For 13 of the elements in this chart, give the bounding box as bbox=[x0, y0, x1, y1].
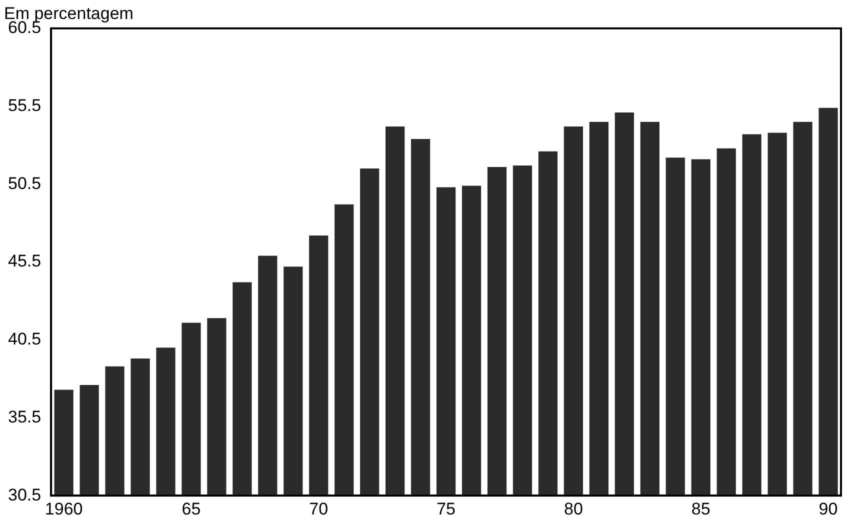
y-tick-label: 30.5 bbox=[8, 485, 42, 504]
x-tick-label: 65 bbox=[182, 499, 201, 518]
x-tick-label: 75 bbox=[436, 499, 456, 518]
y-tick-label: 40.5 bbox=[8, 330, 42, 349]
x-tick-label: 70 bbox=[309, 499, 328, 518]
x-tick-label: 1960 bbox=[44, 499, 83, 518]
x-tick-label: 85 bbox=[691, 499, 710, 518]
y-tick-label: 50.5 bbox=[8, 174, 42, 193]
y-tick-label: 55.5 bbox=[8, 96, 42, 115]
x-tick-label: 80 bbox=[564, 499, 583, 518]
x-tick-label: 90 bbox=[818, 499, 838, 518]
y-tick-label: 35.5 bbox=[8, 407, 42, 426]
y-tick-label: 45.5 bbox=[8, 252, 42, 271]
